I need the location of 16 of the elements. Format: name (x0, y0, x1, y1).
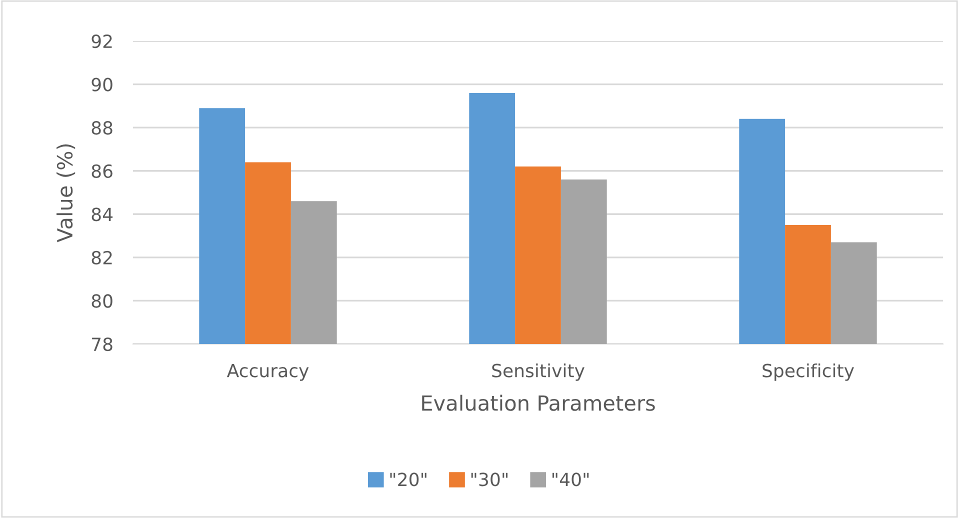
y-tick-label: 80 (92, 294, 112, 308)
y-tick-label: 78 (92, 337, 112, 352)
x-tick-label: Accuracy (226, 364, 309, 381)
legend-label: "30" (471, 472, 508, 486)
y-tick-label: 86 (92, 164, 112, 178)
y-tick-label: 82 (92, 250, 112, 265)
y-tick-label: 92 (92, 34, 112, 48)
y-tick-label: 84 (92, 208, 113, 222)
legend-label: "40" (552, 472, 589, 486)
x-axis-title: Evaluation Parameters (422, 394, 655, 411)
x-tick-label: Sensitivity (492, 363, 584, 381)
y-axis-title: Value (%) (56, 144, 76, 242)
y-tick-label: 88 (92, 121, 112, 135)
x-tick-label: Specificity (762, 363, 854, 381)
y-tick-label: 90 (92, 78, 112, 92)
legend-label: "20" (390, 472, 426, 486)
